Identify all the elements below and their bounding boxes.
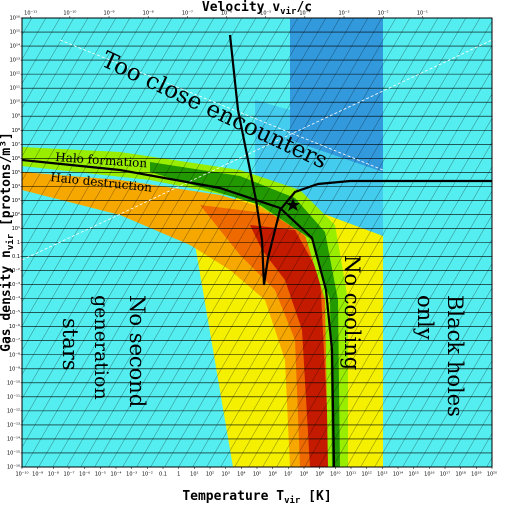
- x-tick-label: 10⁴: [237, 472, 245, 478]
- y-tick-label: 10⁻³: [9, 282, 20, 288]
- y-axis-label: Gas density nvir [protons/m³]: [0, 132, 16, 352]
- y-tick-label: 10⁹: [12, 114, 20, 120]
- x2-tick-label: 10⁻¹: [417, 11, 428, 17]
- x2-axis-label: Velocity vvir/c: [202, 0, 312, 17]
- x-tick-label: 10²: [206, 472, 214, 478]
- y-tick-label: 10⁷: [12, 142, 20, 148]
- x-tick-label: 10⁶: [268, 472, 276, 478]
- plot-regions: [22, 18, 492, 467]
- x-tick-label: 10⁻⁴: [110, 472, 121, 478]
- boundary-curve: [228, 34, 492, 286]
- y-tick-label: 10⁻¹⁶: [7, 465, 20, 471]
- x2-tick-label: 10⁻¹¹: [24, 11, 37, 17]
- x-tick-label: 10¹⁶: [424, 472, 434, 478]
- x-tick-label: 10⁻¹⁰: [15, 472, 28, 478]
- x2-tick-label: 10⁻²: [378, 11, 389, 17]
- y-tick-label: 10⁻⁷: [9, 338, 20, 344]
- x2-tick-label: 10⁻⁸: [143, 11, 154, 17]
- x2-tick-label: 10⁻⁴: [299, 11, 310, 17]
- y-tick-label: 10⁻⁵: [9, 310, 20, 316]
- y-tick-label: 10⁻⁴: [9, 296, 20, 302]
- dashed-guide: [22, 39, 492, 261]
- x-tick-label: 10⁻⁹: [32, 472, 43, 478]
- y-tick-label: 10¹³: [10, 58, 20, 64]
- x-tick-label: 10¹⁵: [408, 472, 418, 478]
- x-tick-label: 10⁻⁸: [48, 472, 59, 478]
- y-tick-label: 10⁻¹⁵: [7, 450, 20, 456]
- x-tick-label: 10¹³: [377, 472, 387, 478]
- annotation: Black holes: [443, 295, 467, 417]
- x-tick-label: 10⁻²: [142, 472, 153, 478]
- y-tick-label: 10¹²: [10, 72, 20, 78]
- y-tick-label: 1: [17, 240, 20, 246]
- x-tick-label: 10⁻³: [126, 472, 137, 478]
- x-tick-label: 10⁷: [284, 472, 292, 478]
- annotation: No second: [125, 295, 149, 407]
- x-tick-label: 10¹²: [361, 472, 371, 478]
- y-tick-label: 10¹⁴: [10, 44, 20, 50]
- y-tick-label: 10⁻¹⁰: [7, 380, 20, 386]
- x-tick-label: 10³: [221, 472, 229, 478]
- x2-tick-label: 10⁻³: [339, 11, 350, 17]
- y-tick-label: 10¹⁶: [10, 16, 20, 22]
- x2-tick-label: 10⁻¹⁰: [63, 11, 76, 17]
- x2-tick-label: 10⁻⁵: [260, 11, 271, 17]
- x-tick-label: 10¹¹: [346, 472, 356, 478]
- x-tick-label: 10¹⁷: [440, 472, 450, 478]
- x2-tick-label: 10⁻⁹: [104, 11, 115, 17]
- x-tick-label: 10¹⁴: [393, 472, 403, 478]
- y-tick-label: 10¹: [12, 226, 20, 232]
- y-tick-label: 10⁻¹²: [7, 408, 20, 414]
- annotation: only: [413, 295, 437, 340]
- x-tick-label: 10¹: [190, 472, 198, 478]
- y-tick-label: 10¹⁵: [10, 30, 20, 36]
- y-tick-label: 10²: [12, 212, 20, 218]
- annotation: generation: [90, 295, 112, 400]
- star-marker: [286, 198, 300, 211]
- x-tick-label: 0.1: [159, 472, 167, 478]
- x-tick-label: 10¹⁰: [330, 472, 340, 478]
- dashed-guide: [59, 39, 384, 171]
- x-tick-label: 10¹⁹: [471, 472, 481, 478]
- annotation: Halo formation: [55, 150, 148, 170]
- x-tick-label: 10⁹: [315, 472, 323, 478]
- y-tick-label: 10⁻¹⁴: [7, 436, 20, 442]
- annotation: stars: [58, 318, 82, 371]
- x2-tick-label: 10⁻⁷: [182, 11, 193, 17]
- y-tick-label: 10⁻⁹: [9, 366, 20, 372]
- y-tick-label: 10⁵: [12, 170, 20, 176]
- y-tick-label: 10⁻⁸: [9, 352, 20, 358]
- y-tick-label: 10³: [12, 198, 20, 204]
- x-tick-label: 10⁻⁷: [63, 472, 74, 478]
- y-tick-label: 10⁻⁶: [9, 324, 20, 330]
- annotation: No cooling: [340, 255, 364, 370]
- y-tick-label: 10⁶: [12, 156, 20, 162]
- x-tick-label: 10¹⁸: [455, 472, 465, 478]
- x2-tick-label: 10⁻⁶: [221, 11, 232, 17]
- x-tick-label: 10⁸: [300, 472, 308, 478]
- y-tick-label: 10⁻¹³: [7, 422, 20, 428]
- x-tick-label: 10⁻⁵: [95, 472, 106, 478]
- x-axis-label: Temperature Tvir [K]: [182, 489, 331, 506]
- y-tick-label: 10⁴: [12, 184, 20, 190]
- y-tick-label: 10⁻²: [9, 268, 20, 274]
- y-tick-label: 10¹⁰: [10, 100, 20, 106]
- x-tick-label: 1: [177, 472, 180, 478]
- cooling-curve: [22, 158, 336, 467]
- y-tick-label: 10⁸: [12, 128, 20, 134]
- x-tick-label: 10²⁰: [487, 472, 497, 478]
- y-tick-label: 10¹¹: [10, 86, 20, 92]
- x-tick-label: 10⁵: [253, 472, 261, 478]
- y-tick-label: 10⁻¹¹: [7, 394, 20, 400]
- y-tick-label: 0.1: [12, 254, 20, 260]
- x-tick-label: 10⁻⁶: [79, 472, 90, 478]
